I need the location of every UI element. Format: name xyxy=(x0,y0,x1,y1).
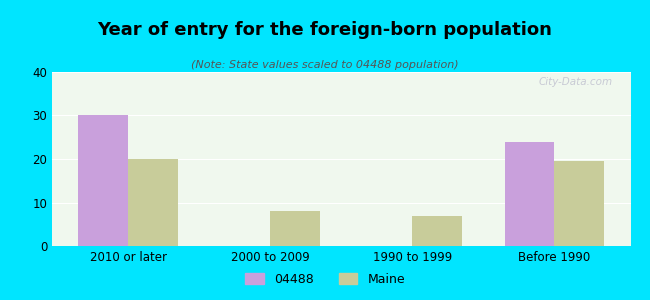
Text: Year of entry for the foreign-born population: Year of entry for the foreign-born popul… xyxy=(98,21,552,39)
Bar xyxy=(554,161,604,246)
Bar xyxy=(78,116,128,246)
Bar xyxy=(270,211,320,246)
Text: City-Data.com: City-Data.com xyxy=(539,77,613,87)
Bar xyxy=(504,142,554,246)
Legend: 04488, Maine: 04488, Maine xyxy=(240,268,410,291)
Text: (Note: State values scaled to 04488 population): (Note: State values scaled to 04488 popu… xyxy=(191,60,459,70)
Bar xyxy=(128,159,178,246)
Bar xyxy=(412,215,462,246)
